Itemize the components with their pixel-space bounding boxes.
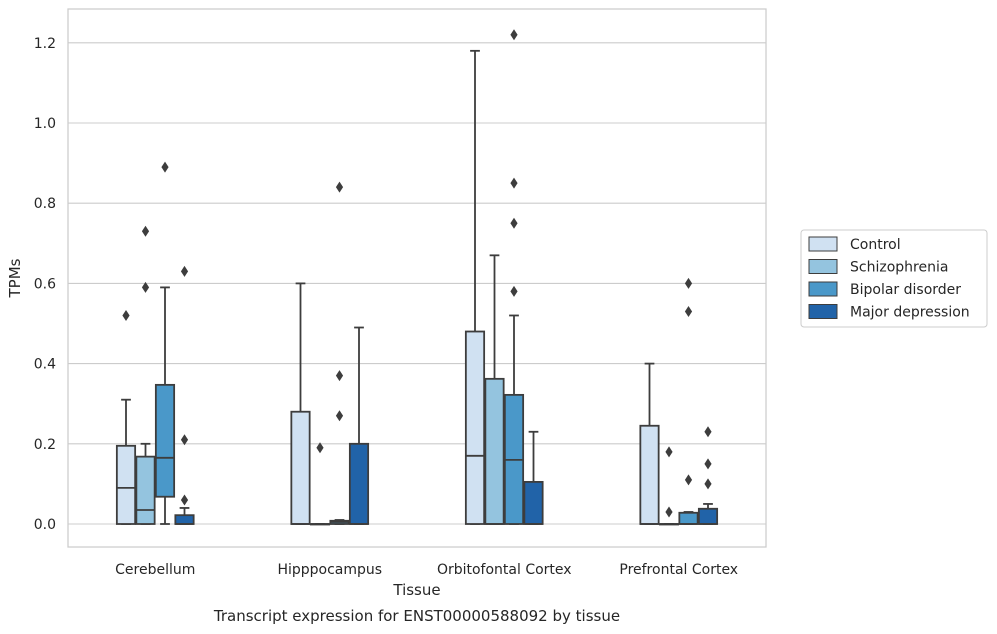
outlier-point (684, 474, 693, 486)
x-axis-ticks: Cerebellum Hipppocampus Orbitofontal Corte… (115, 562, 738, 578)
y-tick-label: 1.2 (34, 36, 56, 52)
box (484, 377, 505, 525)
outlier-point (510, 29, 518, 41)
box (135, 455, 156, 525)
legend-label: Bipolar disorder (850, 282, 961, 298)
outlier-point (684, 277, 693, 289)
outlier-point (665, 506, 673, 518)
x-tick-label: Orbitofontal Cortex (437, 562, 572, 578)
x-tick-label: Cerebellum (115, 562, 195, 578)
chart-title: Transcript expression for ENST0000058809… (213, 607, 620, 625)
outlier-point (704, 458, 712, 470)
outlier-point (510, 217, 518, 229)
outlier-point (180, 265, 189, 277)
box (115, 444, 137, 525)
box (464, 330, 486, 525)
legend-swatch (808, 281, 838, 297)
y-tick-label: 1.0 (34, 116, 56, 132)
y-axis-ticks: 0.0 0.2 0.4 0.6 0.8 1.0 1.2 (34, 36, 56, 533)
x-tick-label: Hipppocampus (277, 562, 382, 578)
box (697, 507, 719, 525)
outlier-point (665, 446, 673, 458)
outlier-point (161, 161, 169, 173)
legend-frame (800, 229, 988, 328)
box (290, 410, 311, 525)
outlier-point (180, 494, 189, 506)
outlier-point (335, 370, 344, 382)
outlier-point (510, 177, 518, 189)
legend-swatch (808, 304, 838, 319)
box (639, 424, 660, 525)
y-tick-label: 0.4 (34, 357, 56, 373)
box (678, 511, 699, 525)
legend-swatch (808, 259, 838, 274)
legend: Control Schizophrenia Bipolar disorder Majo… (800, 229, 988, 328)
box (174, 514, 195, 525)
outlier-point (141, 225, 150, 237)
outlier-point (684, 305, 693, 317)
y-tick-label: 0.2 (34, 437, 56, 453)
boxes (115, 29, 719, 526)
outlier-point (704, 478, 712, 490)
outlier-point (510, 285, 518, 297)
y-tick-label: 0.6 (34, 276, 56, 292)
legend-label: Control (850, 237, 901, 253)
x-axis-label: Tissue (392, 581, 440, 599)
x-tick-label: Prefrontal Cortex (619, 562, 738, 578)
y-tick-label: 0.8 (34, 196, 56, 212)
y-tick-label: 0.0 (34, 517, 56, 533)
outlier-point (704, 426, 712, 438)
outlier-point (180, 434, 189, 446)
y-axis-label: TPMs (6, 258, 24, 298)
legend-label: Major depression (850, 305, 970, 321)
box (154, 383, 176, 498)
outlier-point (335, 181, 344, 193)
plot-frame (67, 8, 767, 548)
outlier-point (335, 410, 344, 422)
outlier-point (141, 281, 150, 293)
legend-label: Schizophrenia (850, 260, 948, 276)
box (523, 480, 544, 525)
box (348, 442, 370, 525)
legend-swatch (808, 236, 838, 252)
outlier-point (122, 309, 130, 321)
outlier-point (316, 442, 324, 454)
